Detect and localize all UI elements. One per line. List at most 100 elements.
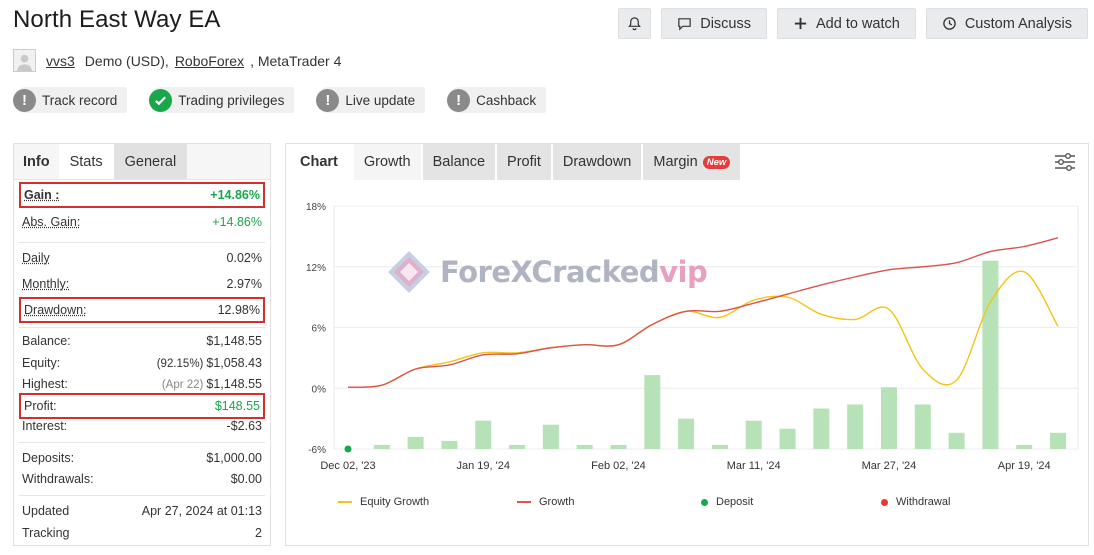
stats-panel: Info Stats General Gain : +14.86% Abs. G… <box>13 143 271 546</box>
stat-label: Balance: <box>22 334 71 348</box>
warning-icon: ! <box>316 88 340 112</box>
stat-value: +14.86% <box>210 188 260 202</box>
stat-balance: Balance: $1,148.55 <box>19 331 265 351</box>
divider <box>19 327 265 328</box>
new-badge: New <box>702 155 731 169</box>
custom-analysis-label: Custom Analysis <box>964 15 1072 32</box>
y-tick-label: -6% <box>308 445 326 456</box>
legend-line-icon <box>517 501 531 503</box>
equity-growth-line <box>347 270 1059 388</box>
daily-bar <box>475 420 492 449</box>
chart-settings-icon[interactable] <box>1054 152 1076 172</box>
daily-bar <box>644 375 661 449</box>
stat-updated: Updated Apr 27, 2024 at 01:13 <box>19 501 265 521</box>
x-tick-label: Mar 11, '24 <box>727 460 781 472</box>
stat-profit: Profit: $148.55 <box>19 393 265 419</box>
stat-label[interactable]: Drawdown: <box>24 303 87 317</box>
stat-value: +14.86% <box>212 215 262 229</box>
stat-equity: Equity: (92.15%) $1,058.43 <box>19 353 265 373</box>
x-tick-label: Jan 19, '24 <box>456 460 509 472</box>
tab-drawdown[interactable]: Drawdown <box>552 144 642 180</box>
divider <box>19 442 265 443</box>
stat-label: Tracking <box>22 526 70 540</box>
stat-gain: Gain : +14.86% <box>19 182 265 208</box>
legend-label: Withdrawal <box>896 496 951 508</box>
stat-value: $1,148.55 <box>206 334 262 348</box>
badge-cashback[interactable]: ! Cashback <box>447 87 547 113</box>
custom-analysis-button[interactable]: Custom Analysis <box>925 8 1088 39</box>
watermark-text: ForeXCrackedvip <box>440 255 708 289</box>
daily-bar <box>847 404 864 449</box>
legend-dot-icon <box>701 498 708 506</box>
stat-sub: (Apr 22) <box>161 379 204 391</box>
badge-track-record[interactable]: ! Track record <box>13 87 128 113</box>
stat-value: $1,058.43 <box>206 356 262 370</box>
daily-bar <box>678 418 695 449</box>
stat-value: $0.00 <box>230 472 262 486</box>
stat-abs-gain: Abs. Gain: +14.86% <box>19 212 265 232</box>
discuss-label: Discuss <box>700 15 751 32</box>
stat-value: 2.97% <box>226 277 262 291</box>
tab-growth[interactable]: Growth <box>353 144 421 180</box>
warning-icon: ! <box>447 88 471 112</box>
account-type: Demo (USD), <box>84 52 169 69</box>
tab-profit[interactable]: Profit <box>497 144 551 180</box>
badge-live-update[interactable]: ! Live update <box>316 87 426 113</box>
stat-label[interactable]: Gain : <box>24 188 60 202</box>
x-tick-label: Mar 27, '24 <box>862 460 917 472</box>
stat-interest: Interest: -$2.63 <box>19 416 265 436</box>
check-icon <box>149 88 173 112</box>
badge-label: Trading privileges <box>178 92 285 108</box>
daily-bar <box>576 444 593 449</box>
account-info: vvs3 Demo (USD), RoboForex , MetaTrader … <box>13 49 341 72</box>
daily-bar <box>745 420 762 449</box>
legend-label: Equity Growth <box>360 496 430 508</box>
daily-bar <box>441 440 458 449</box>
deposit-point <box>344 445 352 453</box>
stat-deposits: Deposits: $1,000.00 <box>19 448 265 468</box>
tab-stats[interactable]: Stats <box>58 144 114 179</box>
daily-bar <box>1016 444 1033 449</box>
legend-withdrawal[interactable]: Withdrawal <box>881 496 950 508</box>
tab-general[interactable]: General <box>113 144 188 179</box>
add-to-watch-label: Add to watch <box>815 15 900 32</box>
broker-link[interactable]: RoboForex <box>174 52 245 69</box>
legend-growth[interactable]: Growth <box>517 496 574 508</box>
legend-equity-growth[interactable]: Equity Growth <box>338 496 429 508</box>
tab-info[interactable]: Info <box>14 144 59 179</box>
daily-bar <box>914 404 931 449</box>
growth-chart: 18% 12% 6% 0% -6% Dec 02, '23 Jan 19, '24 Feb 0… <box>306 202 1079 472</box>
notifications-button[interactable] <box>618 8 652 39</box>
watermark: ForeXCrackedvip <box>386 249 708 295</box>
daily-bar <box>373 444 390 449</box>
discuss-button[interactable]: Discuss <box>661 8 767 39</box>
user-link[interactable]: vvs3 <box>46 52 75 69</box>
tab-balance[interactable]: Balance <box>422 144 496 180</box>
growth-line <box>347 237 1059 388</box>
legend-line-icon <box>338 501 352 503</box>
divider <box>19 495 265 496</box>
tab-margin[interactable]: Margin New <box>643 144 741 180</box>
legend-label: Deposit <box>716 496 754 508</box>
legend-dot-icon <box>881 498 888 506</box>
add-to-watch-button[interactable]: Add to watch <box>776 8 916 39</box>
chart-tabs-label: Chart <box>286 144 352 180</box>
clock-icon <box>943 17 956 30</box>
top-actions: Discuss Add to watch Custom Analysis <box>618 8 1088 39</box>
y-tick-label: 18% <box>306 202 326 213</box>
x-tick-label: Apr 19, '24 <box>998 460 1051 472</box>
stat-drawdown: Drawdown: 12.98% <box>19 297 265 323</box>
badge-trading-privileges[interactable]: Trading privileges <box>149 87 295 113</box>
stat-label[interactable]: Daily <box>22 251 50 265</box>
daily-bar <box>407 436 424 449</box>
stat-label[interactable]: Monthly: <box>22 277 70 291</box>
badges: ! Track record Trading privileges ! Live… <box>13 87 547 113</box>
stat-label[interactable]: Abs. Gain: <box>22 215 81 229</box>
badge-label: Live update <box>345 92 416 108</box>
legend-deposit[interactable]: Deposit <box>701 496 753 508</box>
stats-tabs: Info Stats General <box>14 144 270 180</box>
daily-bar <box>711 444 728 449</box>
x-tick-label: Dec 02, '23 <box>320 460 375 472</box>
daily-bar <box>1050 432 1066 449</box>
page-title: North East Way EA <box>13 6 221 33</box>
